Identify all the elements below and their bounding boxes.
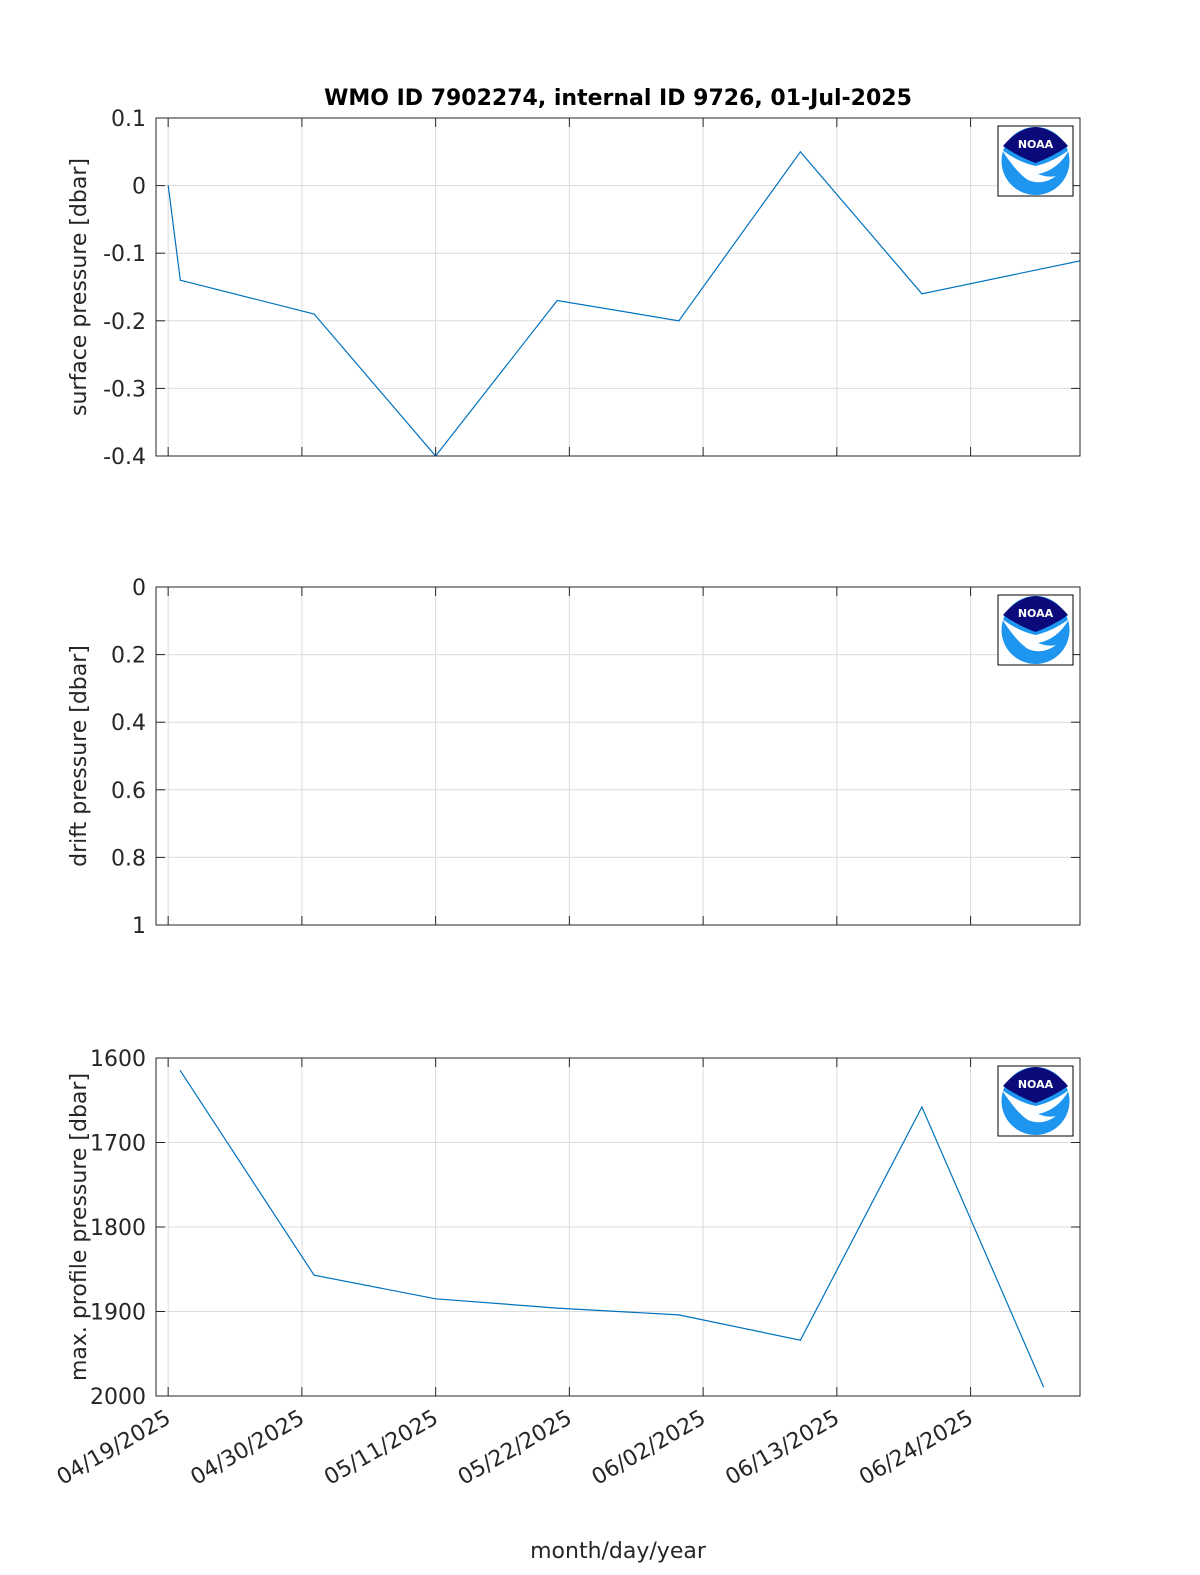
data-point [921,293,923,295]
axes-frame [155,117,1081,457]
y-tick-label: 1600 [90,1047,146,1072]
noaa-logo: NOAA [997,594,1074,666]
y-tick-label: 0 [132,576,146,601]
x-axis-label: month/day/year [530,1539,707,1564]
logo-text: NOAA [1018,1078,1054,1091]
data-point [678,320,680,322]
y-axis-label: surface pressure [dbar] [67,158,92,416]
noaa-logo: NOAA [997,1065,1074,1137]
data-point [167,185,169,187]
y-tick-label: 1900 [90,1301,146,1326]
data-point [678,1314,680,1316]
y-tick-label: 0.1 [111,107,146,132]
y-tick-label: 1 [132,914,146,939]
y-tick-label: 0 [132,175,146,200]
data-point [179,1070,181,1072]
y-tick-label: -0.1 [103,242,146,267]
data-point [435,1298,437,1300]
y-tick-label: -0.3 [103,377,146,402]
y-tick-label: 0.4 [111,711,146,736]
data-point [1042,1386,1045,1388]
data-point [799,1339,801,1341]
y-tick-label: 0.8 [111,846,146,871]
panel-3: 1600 1700 1800 1900 2000 max. profile pressur… [67,1047,1081,1410]
y-axis-label: drift pressure [dbar] [67,645,92,867]
y-tick-label: 0.6 [111,779,146,804]
data-point [179,279,181,281]
y-tick-label: 1800 [90,1216,146,1241]
plot-area [156,587,1080,925]
data-point [313,1274,315,1276]
panel-2: 0 0.2 0.4 0.6 0.8 1 drift pressure [dbar] NOAA [67,576,1081,939]
panel-1: 0.1 0 -0.1 -0.2 -0.3 -0.4 surface pressure [db… [67,107,1081,470]
series-line [179,1070,1045,1387]
y-axis-label: max. profile pressure [dbar] [67,1073,92,1381]
y-tick-label: -0.2 [103,310,146,335]
chart-title: WMO ID 7902274, internal ID 9726, 01-Jul… [324,86,912,111]
x-tick-label: 06/24/2025 [855,1406,977,1491]
data-point [556,1307,558,1309]
x-tick-label: 05/11/2025 [320,1406,442,1491]
y-tick-label: 2000 [90,1385,146,1410]
x-tick-label: 05/22/2025 [454,1406,576,1491]
data-point [313,313,315,315]
x-tick-labels: 04/19/2025 04/30/2025 05/11/2025 05/22/2025… [53,1406,978,1491]
y-tick-label: 0.2 [111,644,146,669]
data-point [556,299,558,302]
data-point [799,151,801,153]
data-point [921,1106,923,1108]
x-tick-label: 04/19/2025 [53,1406,175,1491]
logo-text: NOAA [1018,607,1054,620]
x-tick-label: 04/30/2025 [187,1406,309,1491]
logo-text: NOAA [1018,138,1054,151]
y-tick-label: 1700 [90,1132,146,1157]
axes-frame [155,1057,1081,1397]
x-tick-label: 06/13/2025 [722,1406,844,1491]
plot-area [156,118,1080,456]
x-tick-label: 06/02/2025 [588,1406,710,1491]
panels: 0.1 0 -0.1 -0.2 -0.3 -0.4 surface pressure [db… [67,107,1081,1410]
axes-frame [155,586,1081,926]
noaa-logo: NOAA [997,125,1074,197]
y-tick-label: -0.4 [103,445,146,470]
